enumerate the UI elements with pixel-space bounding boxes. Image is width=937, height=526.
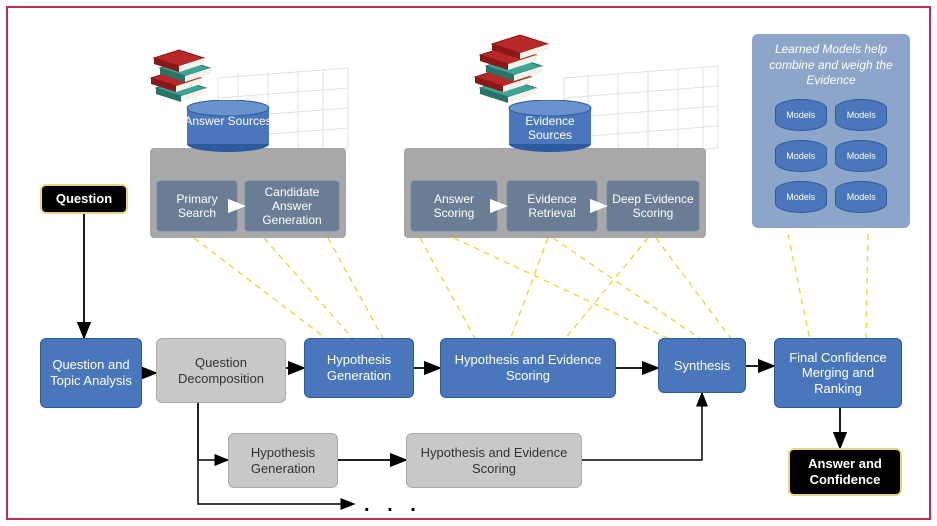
sub-evidence_retrieval: Evidence Retrieval	[506, 180, 598, 232]
node-hes: Hypothesis and Evidence Scoring	[440, 338, 616, 398]
model-cylinder: Models	[775, 140, 827, 172]
answer_sources-label: Answer Sources	[183, 114, 273, 128]
node-hes2: Hypothesis and Evidence Scoring	[406, 433, 582, 488]
learned-models-title: Learned Models help combine and weigh th…	[760, 42, 902, 89]
node-fc: Final Confidence Merging and Ranking	[774, 338, 902, 408]
node-hg: Hypothesis Generation	[304, 338, 414, 398]
sub-primary_search: Primary Search	[156, 180, 238, 232]
diagram-frame: Primary SearchCandidate Answer Generatio…	[6, 6, 931, 520]
node-ac: Answer and Confidence	[788, 448, 902, 496]
model-cylinder: Models	[775, 181, 827, 213]
node-qta: Question and Topic Analysis	[40, 338, 142, 408]
learned-models-panel: Learned Models help combine and weigh th…	[752, 34, 910, 228]
sub-deep_evidence_scoring: Deep Evidence Scoring	[606, 180, 700, 232]
model-cylinder: Models	[835, 140, 887, 172]
ellipsis-dots: . . .	[364, 494, 422, 517]
model-cylinder: Models	[775, 99, 827, 131]
model-cylinder: Models	[835, 181, 887, 213]
node-hg2: Hypothesis Generation	[228, 433, 338, 488]
node-qd: Question Decomposition	[156, 338, 286, 403]
model-cylinder: Models	[835, 99, 887, 131]
node-syn: Synthesis	[658, 338, 746, 393]
node-question: Question	[40, 184, 128, 214]
evidence_sources-label: Evidence Sources	[505, 114, 595, 142]
sub-candidate_answer_gen: Candidate Answer Generation	[244, 180, 340, 232]
sub-answer_scoring: Answer Scoring	[410, 180, 498, 232]
